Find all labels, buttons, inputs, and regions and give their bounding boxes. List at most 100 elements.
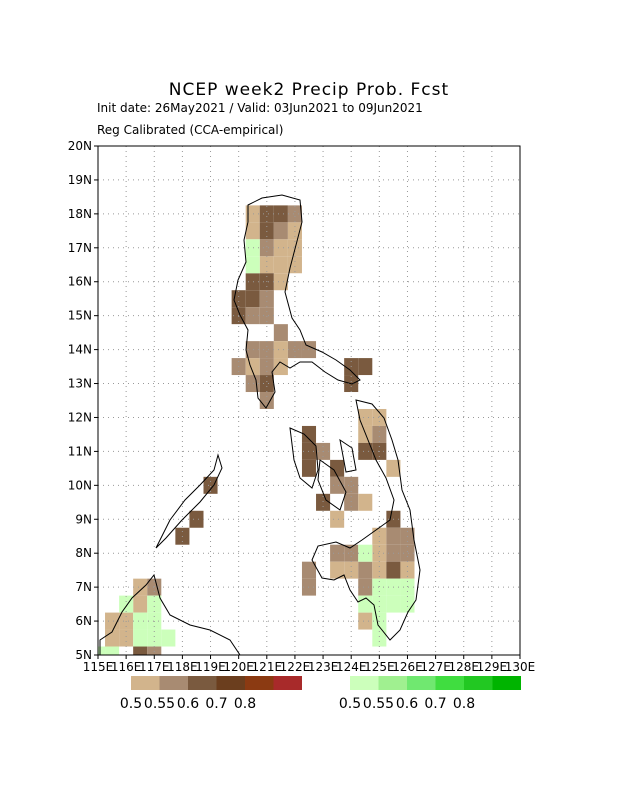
prob-cell xyxy=(386,561,401,579)
prob-cell xyxy=(372,629,387,647)
prob-cell xyxy=(287,205,302,223)
prob-cell xyxy=(344,561,359,579)
x-tick-label: 119E xyxy=(195,660,226,674)
prob-cell xyxy=(273,273,288,291)
prob-cell xyxy=(245,375,260,393)
prob-cell xyxy=(358,493,373,511)
y-tick-label: 9N xyxy=(75,512,92,526)
prob-cell xyxy=(203,476,218,494)
coastline xyxy=(155,453,223,549)
prob-cell xyxy=(344,476,359,494)
prob-cell xyxy=(259,375,274,393)
prob-cell xyxy=(400,544,415,562)
y-tick-label: 8N xyxy=(75,546,92,560)
prob-cell xyxy=(386,459,401,477)
x-tick-label: 120E xyxy=(223,660,254,674)
prob-cell xyxy=(259,239,274,257)
prob-cell xyxy=(105,646,120,655)
prob-cell xyxy=(231,290,246,308)
colorbar-box xyxy=(350,676,379,690)
prob-cell xyxy=(259,205,274,223)
colorbar-box xyxy=(131,676,160,690)
prob-cell xyxy=(372,425,387,443)
colorbar-box xyxy=(188,676,217,690)
prob-cell xyxy=(245,273,260,291)
colorbar-box xyxy=(159,676,188,690)
prob-cell xyxy=(133,612,148,630)
y-tick-label: 13N xyxy=(68,377,92,391)
prob-cell xyxy=(400,578,415,596)
y-tick-label: 6N xyxy=(75,614,92,628)
coastline xyxy=(289,427,357,511)
coastlines xyxy=(99,194,421,655)
colorbar-box xyxy=(435,676,464,690)
prob-cell xyxy=(273,324,288,342)
y-tick-label: 17N xyxy=(68,241,92,255)
prob-cell xyxy=(358,612,373,630)
x-tick-label: 117E xyxy=(139,660,170,674)
prob-cell xyxy=(386,527,401,545)
prob-cell xyxy=(358,408,373,426)
colorbar-box xyxy=(378,676,407,690)
coastline xyxy=(311,399,421,641)
prob-cell xyxy=(273,358,288,376)
prob-cell xyxy=(372,561,387,579)
prob-cell xyxy=(287,256,302,274)
colorbar-box xyxy=(245,676,274,690)
prob-cell xyxy=(372,408,387,426)
prob-cell xyxy=(330,561,345,579)
prob-cell xyxy=(245,341,260,359)
prob-cell xyxy=(400,595,415,613)
colorbar-label: 0.7 xyxy=(424,696,446,712)
prob-cell xyxy=(245,307,260,325)
x-tick-label: 126E xyxy=(392,660,423,674)
prob-cell xyxy=(147,629,162,647)
y-tick-label: 10N xyxy=(68,478,92,492)
prob-cell xyxy=(372,595,387,613)
prob-cell xyxy=(147,595,162,613)
x-tick-label: 123E xyxy=(308,660,339,674)
prob-cell xyxy=(372,578,387,596)
prob-cell xyxy=(273,222,288,240)
prob-cell xyxy=(273,205,288,223)
x-tick-label: 118E xyxy=(167,660,198,674)
prob-cell xyxy=(316,493,331,511)
prob-cell xyxy=(344,493,359,511)
colorbar-box xyxy=(407,676,436,690)
prob-cell xyxy=(245,256,260,274)
colorbar-box xyxy=(492,676,521,690)
chart-note: Reg Calibrated (CCA-empirical) xyxy=(97,123,283,137)
y-tick-label: 7N xyxy=(75,580,92,594)
y-tick-label: 12N xyxy=(68,410,92,424)
prob-cell xyxy=(147,646,162,655)
prob-cell xyxy=(259,307,274,325)
x-tick-label: 122E xyxy=(280,660,311,674)
prob-cell xyxy=(273,239,288,257)
cells xyxy=(98,205,415,655)
prob-cell xyxy=(301,459,317,477)
plot-frame xyxy=(97,145,521,656)
prob-cell xyxy=(98,646,106,655)
y-tick-label: 14N xyxy=(68,343,92,357)
prob-cell xyxy=(386,595,401,613)
prob-cell xyxy=(259,256,274,274)
prob-cell xyxy=(245,290,260,308)
x-tick-label: 127E xyxy=(420,660,451,674)
legend: 0.5 0.55 0.6 0.7 0.8 0.5 0.55 0.6 0.7 0.8 xyxy=(120,676,521,712)
prob-cell xyxy=(287,341,302,359)
prob-cell xyxy=(259,222,274,240)
prob-cell xyxy=(358,578,373,596)
colorbar-label: 0.6 xyxy=(396,696,418,712)
prob-cell xyxy=(189,510,204,528)
prob-cell xyxy=(245,239,260,257)
y-tick-label: 16N xyxy=(68,275,92,289)
chart-subtitle: Init date: 26May2021 / Valid: 03Jun2021 … xyxy=(97,101,423,115)
prob-cell xyxy=(358,442,373,460)
colorbar-label: 0.5 xyxy=(339,696,361,712)
prob-cell xyxy=(301,425,317,443)
y-tick-label: 5N xyxy=(75,648,92,662)
colorbar-label: 0.55 xyxy=(144,696,175,712)
prob-cell xyxy=(119,595,134,613)
prob-cell xyxy=(330,510,345,528)
